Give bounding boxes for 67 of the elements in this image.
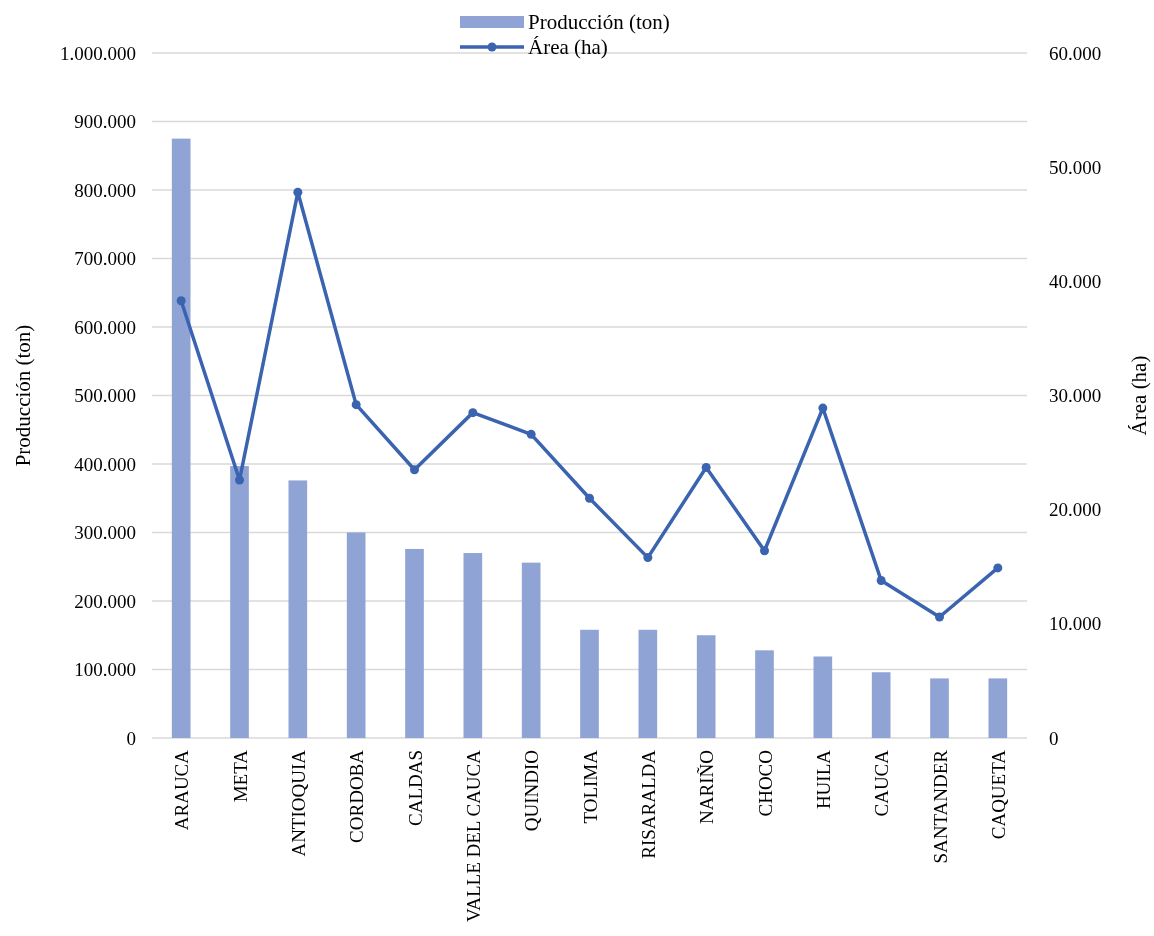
y-axis-title: Producción (ton) <box>11 324 35 467</box>
x-tick-label: TOLIMA <box>579 749 601 824</box>
x-tick-label: CORDOBA <box>346 749 368 843</box>
bar <box>288 480 308 738</box>
bar <box>755 650 774 738</box>
x-tick-label: RISARALDA <box>637 749 659 859</box>
y2-tick-label: 20.000 <box>1049 499 1102 521</box>
y2-tick-label: 30.000 <box>1049 385 1102 407</box>
y-tick-label: 1.000.000 <box>60 42 136 64</box>
x-tick-label: NARIÑO <box>696 750 718 824</box>
bar <box>696 635 716 738</box>
legend-label: Producción (ton) <box>528 10 670 35</box>
y-tick-label: 200.000 <box>74 590 136 612</box>
point <box>818 403 828 413</box>
y-tick-label: 0 <box>126 727 136 749</box>
y2-tick-label: 50.000 <box>1049 156 1102 178</box>
point <box>643 553 653 563</box>
y-tick-label: 600.000 <box>74 316 136 338</box>
point <box>585 493 594 503</box>
y-tick-label: 800.000 <box>74 179 136 201</box>
x-tick-label: VALLE DEL CAUCA <box>462 749 484 923</box>
bar <box>405 548 424 738</box>
bar <box>871 672 891 738</box>
y2-tick-label: 0 <box>1049 727 1059 749</box>
point <box>701 462 711 472</box>
point <box>993 563 1003 573</box>
bar <box>463 553 483 738</box>
bar <box>930 678 949 738</box>
bar <box>988 678 1008 738</box>
y-tick-label: 400.000 <box>74 453 136 475</box>
y2-tick-label: 60.000 <box>1049 42 1102 64</box>
x-tick-label: CHOCO <box>754 750 776 817</box>
y-tick-label: 300.000 <box>74 522 136 544</box>
y2-tick-label: 10.000 <box>1049 613 1102 635</box>
x-tick-label: QUINDIO <box>521 750 543 832</box>
point <box>176 296 186 306</box>
bar <box>230 466 249 738</box>
point <box>935 612 944 622</box>
legend-label: Área (ha) <box>528 35 608 60</box>
bar <box>638 629 658 738</box>
point <box>468 408 478 418</box>
x-tick-label: ARAUCA <box>171 749 193 831</box>
y-tick-label: 100.000 <box>74 659 136 681</box>
point <box>410 465 419 475</box>
x-tick-label: ANTIOQUIA <box>287 749 309 857</box>
x-tick-label: CALDAS <box>404 750 426 827</box>
bar <box>171 138 191 738</box>
point <box>293 187 303 197</box>
bar <box>346 532 366 738</box>
point <box>760 546 769 556</box>
bar <box>580 629 599 738</box>
point <box>526 429 536 439</box>
x-tick-label: CAQUETA <box>987 749 1009 840</box>
y-tick-label: 900.000 <box>74 111 136 133</box>
point <box>235 475 244 485</box>
y-tick-label: 500.000 <box>74 385 136 407</box>
point <box>351 400 361 410</box>
x-tick-label: META <box>229 749 251 803</box>
y-tick-label: 700.000 <box>74 248 136 270</box>
x-tick-label: HUILA <box>812 749 834 810</box>
bar <box>813 656 833 738</box>
y2-axis-title: Área (ha) <box>1127 355 1151 436</box>
y2-tick-label: 40.000 <box>1049 270 1102 292</box>
x-tick-label: SANTANDER <box>929 749 951 864</box>
bar <box>521 562 541 738</box>
x-tick-label: CAUCA <box>871 749 893 817</box>
point <box>876 575 886 585</box>
